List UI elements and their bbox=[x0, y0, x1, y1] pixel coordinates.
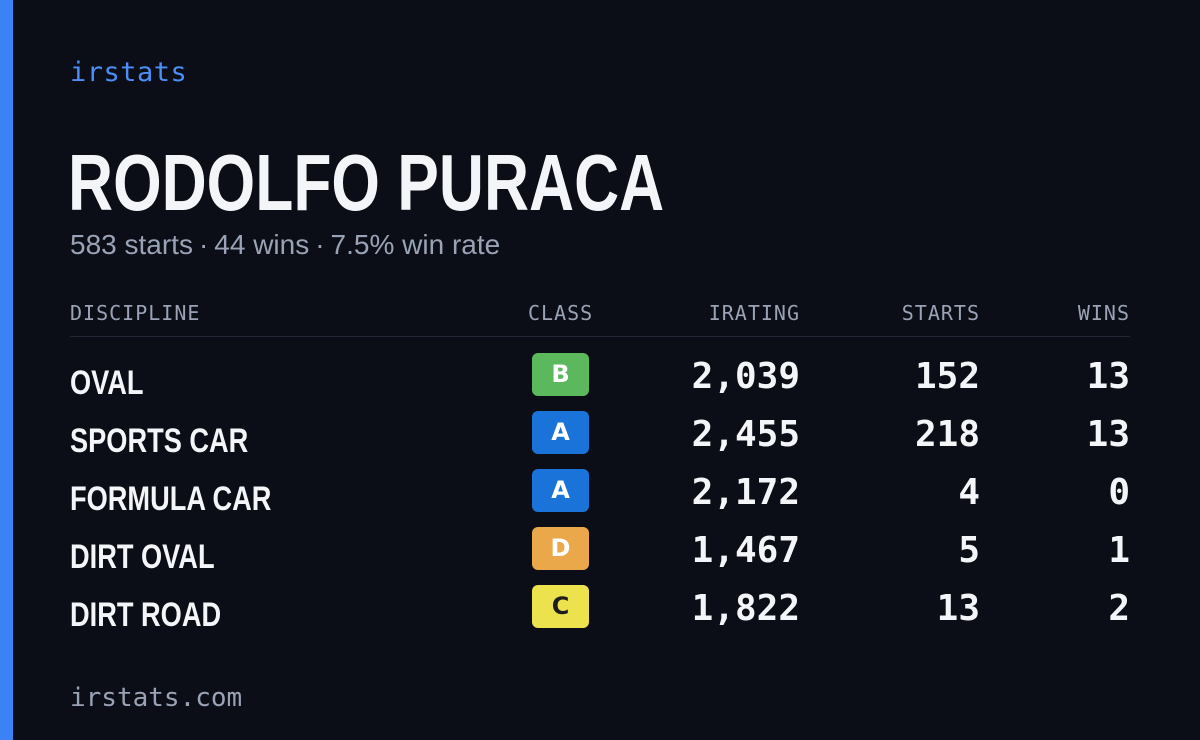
irating-value: 2,172 bbox=[691, 472, 800, 513]
column-header-discipline: DISCIPLINE bbox=[70, 301, 201, 325]
wins-value: 1 bbox=[1108, 530, 1130, 571]
irating-value: 1,467 bbox=[691, 530, 800, 571]
driver-summary: 583 starts · 44 wins · 7.5% win rate bbox=[70, 228, 500, 262]
irating-value: 2,039 bbox=[691, 356, 800, 397]
column-header-wins: WINS bbox=[1077, 301, 1130, 325]
irating-value: 1,822 bbox=[691, 588, 800, 629]
class-badge: A bbox=[532, 411, 589, 454]
starts-value: 13 bbox=[936, 588, 980, 629]
starts-value: 218 bbox=[914, 414, 980, 455]
table-row: SPORTS CAR A 2,455 218 13 bbox=[70, 411, 1130, 469]
driver-name: RODOLFO PURACA bbox=[68, 138, 665, 227]
table-row: FORMULA CAR A 2,172 4 0 bbox=[70, 469, 1130, 527]
starts-value: 152 bbox=[914, 356, 980, 397]
class-badge: A bbox=[532, 469, 589, 512]
accent-bar bbox=[0, 0, 13, 740]
wins-value: 13 bbox=[1086, 356, 1130, 397]
total-wins: 44 wins bbox=[214, 229, 310, 260]
table-body: OVAL B 2,039 152 13 SPORTS CAR A 2,455 2… bbox=[70, 353, 1130, 643]
wins-value: 13 bbox=[1086, 414, 1130, 455]
footer-url: irstats.com bbox=[70, 683, 243, 713]
wins-value: 2 bbox=[1108, 588, 1130, 629]
discipline-name: SPORTS CAR bbox=[70, 422, 249, 460]
table-row: OVAL B 2,039 152 13 bbox=[70, 353, 1130, 411]
class-badge: B bbox=[532, 353, 589, 396]
class-badge: C bbox=[532, 585, 589, 628]
discipline-name: FORMULA CAR bbox=[70, 480, 272, 518]
column-header-starts: STARTS bbox=[901, 301, 980, 325]
class-badge: D bbox=[532, 527, 589, 570]
starts-value: 5 bbox=[958, 530, 980, 571]
brand-logo-text: irstats bbox=[70, 57, 188, 88]
total-starts: 583 starts bbox=[70, 229, 193, 260]
column-header-class: CLASS bbox=[528, 301, 594, 325]
separator: · bbox=[198, 229, 209, 260]
table-header: DISCIPLINE CLASS IRATING STARTS WINS bbox=[70, 296, 1130, 337]
table-row: DIRT ROAD C 1,822 13 2 bbox=[70, 585, 1130, 643]
separator: · bbox=[315, 229, 325, 260]
discipline-name: OVAL bbox=[70, 364, 144, 402]
discipline-name: DIRT ROAD bbox=[70, 596, 222, 634]
column-header-irating: IRATING bbox=[708, 301, 800, 325]
starts-value: 4 bbox=[958, 472, 980, 513]
wins-value: 0 bbox=[1108, 472, 1130, 513]
table-row: DIRT OVAL D 1,467 5 1 bbox=[70, 527, 1130, 585]
win-rate: 7.5% win rate bbox=[330, 229, 501, 260]
discipline-name: DIRT OVAL bbox=[70, 538, 215, 576]
irating-value: 2,455 bbox=[691, 414, 800, 455]
discipline-table: DISCIPLINE CLASS IRATING STARTS WINS OVA… bbox=[70, 296, 1130, 643]
